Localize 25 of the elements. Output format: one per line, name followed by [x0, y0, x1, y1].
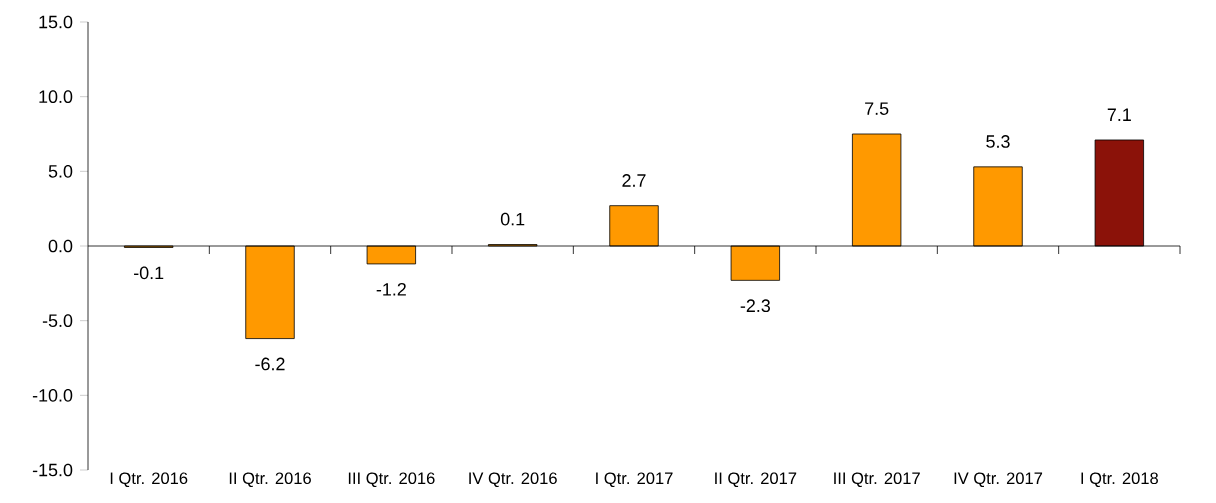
- data-label: 7.5: [865, 102, 889, 115]
- x-tick-label: I Qtr. 2016: [110, 472, 188, 488]
- y-tick-label: 15.0: [39, 15, 73, 29]
- x-tick-label: IV Qtr. 2017: [954, 472, 1043, 488]
- data-label: -1.2: [376, 282, 406, 296]
- x-tick-label: IV Qtr. 2016: [469, 472, 557, 488]
- x-tick-label: II Qtr. 2017: [715, 472, 797, 488]
- data-label: -6.2: [255, 357, 285, 371]
- y-tick-label: 10.0: [39, 90, 73, 104]
- x-tick-label: II Qtr. 2016: [229, 472, 311, 488]
- data-label: 7.1: [1107, 108, 1131, 121]
- y-tick-label: -15.0: [32, 463, 73, 477]
- data-label: -2.3: [740, 299, 770, 313]
- y-tick-label: 5.0: [48, 164, 73, 178]
- x-tick-label: III Qtr. 2017: [834, 472, 920, 488]
- x-tick-label: III Qtr. 2016: [348, 472, 435, 488]
- data-label: 5.3: [986, 135, 1010, 148]
- x-tick-label: I Qtr. 2017: [596, 472, 673, 488]
- y-tick-label: -5.0: [42, 314, 73, 328]
- y-tick-label: 0.0: [48, 239, 73, 253]
- data-label: 2.7: [622, 174, 646, 187]
- x-tick-label: I Qtr. 2018: [1081, 472, 1158, 488]
- data-label: 0.1: [500, 212, 525, 226]
- y-tick-label: -10.0: [32, 388, 73, 402]
- data-label: -0.1: [134, 266, 164, 280]
